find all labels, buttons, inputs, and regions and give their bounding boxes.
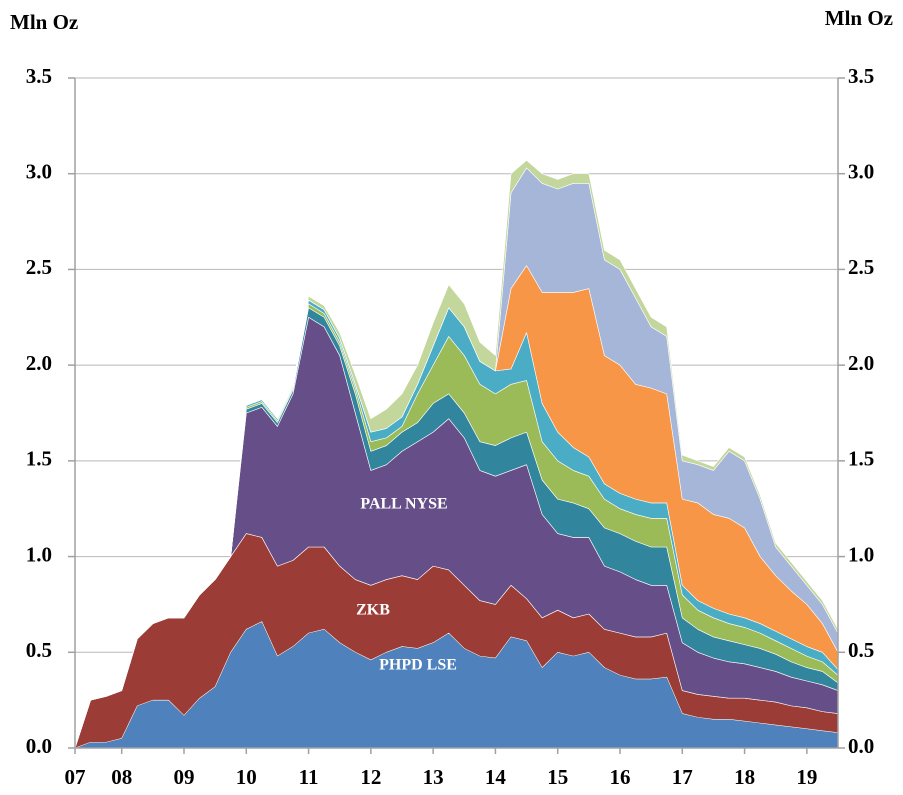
y-tick-label: 1.0 [26,542,52,566]
y2-tick-label: 3.5 [848,64,874,88]
y-tick-label: 3.0 [26,160,52,184]
x-tick-label: 16 [610,765,631,789]
y2-tick-label: 0.0 [848,734,874,758]
x-tick-label: 13 [423,765,444,789]
y-axis-label: Mln Oz [10,10,78,34]
x-tick-label: 11 [299,765,319,789]
x-tick-label: 09 [174,765,195,789]
y-tick-label: 1.5 [26,447,52,471]
y2-tick-label: 1.0 [848,542,874,566]
x-tick-label: 19 [796,765,817,789]
x-tick-label: 15 [547,765,568,789]
series-label: ZKB [356,602,390,619]
x-tick-label: 18 [734,765,755,789]
areas [74,160,839,749]
y-tick-label: 0.5 [26,638,52,662]
y-tick-label: 2.0 [26,351,52,375]
y2-tick-label: 1.5 [848,447,874,471]
y2-axis-label: Mln Oz [825,6,893,30]
x-tick-label: 07 [65,765,86,789]
x-tick-label: 08 [111,765,132,789]
series-label: PHPD LSE [379,657,457,674]
y2-tick-label: 2.5 [848,255,874,279]
x-tick-label: 10 [236,765,257,789]
x-tick-label: 12 [360,765,381,789]
y-tick-label: 3.5 [26,64,52,88]
y-tick-label: 2.5 [26,255,52,279]
y2-tick-label: 2.0 [848,351,874,375]
y2-tick-label: 3.0 [848,160,874,184]
x-tick-label: 17 [672,765,693,789]
y2-tick-label: 0.5 [848,638,874,662]
y-tick-label: 0.0 [26,734,52,758]
x-tick-label: 14 [485,765,507,789]
series-label: PALL NYSE [360,496,447,513]
